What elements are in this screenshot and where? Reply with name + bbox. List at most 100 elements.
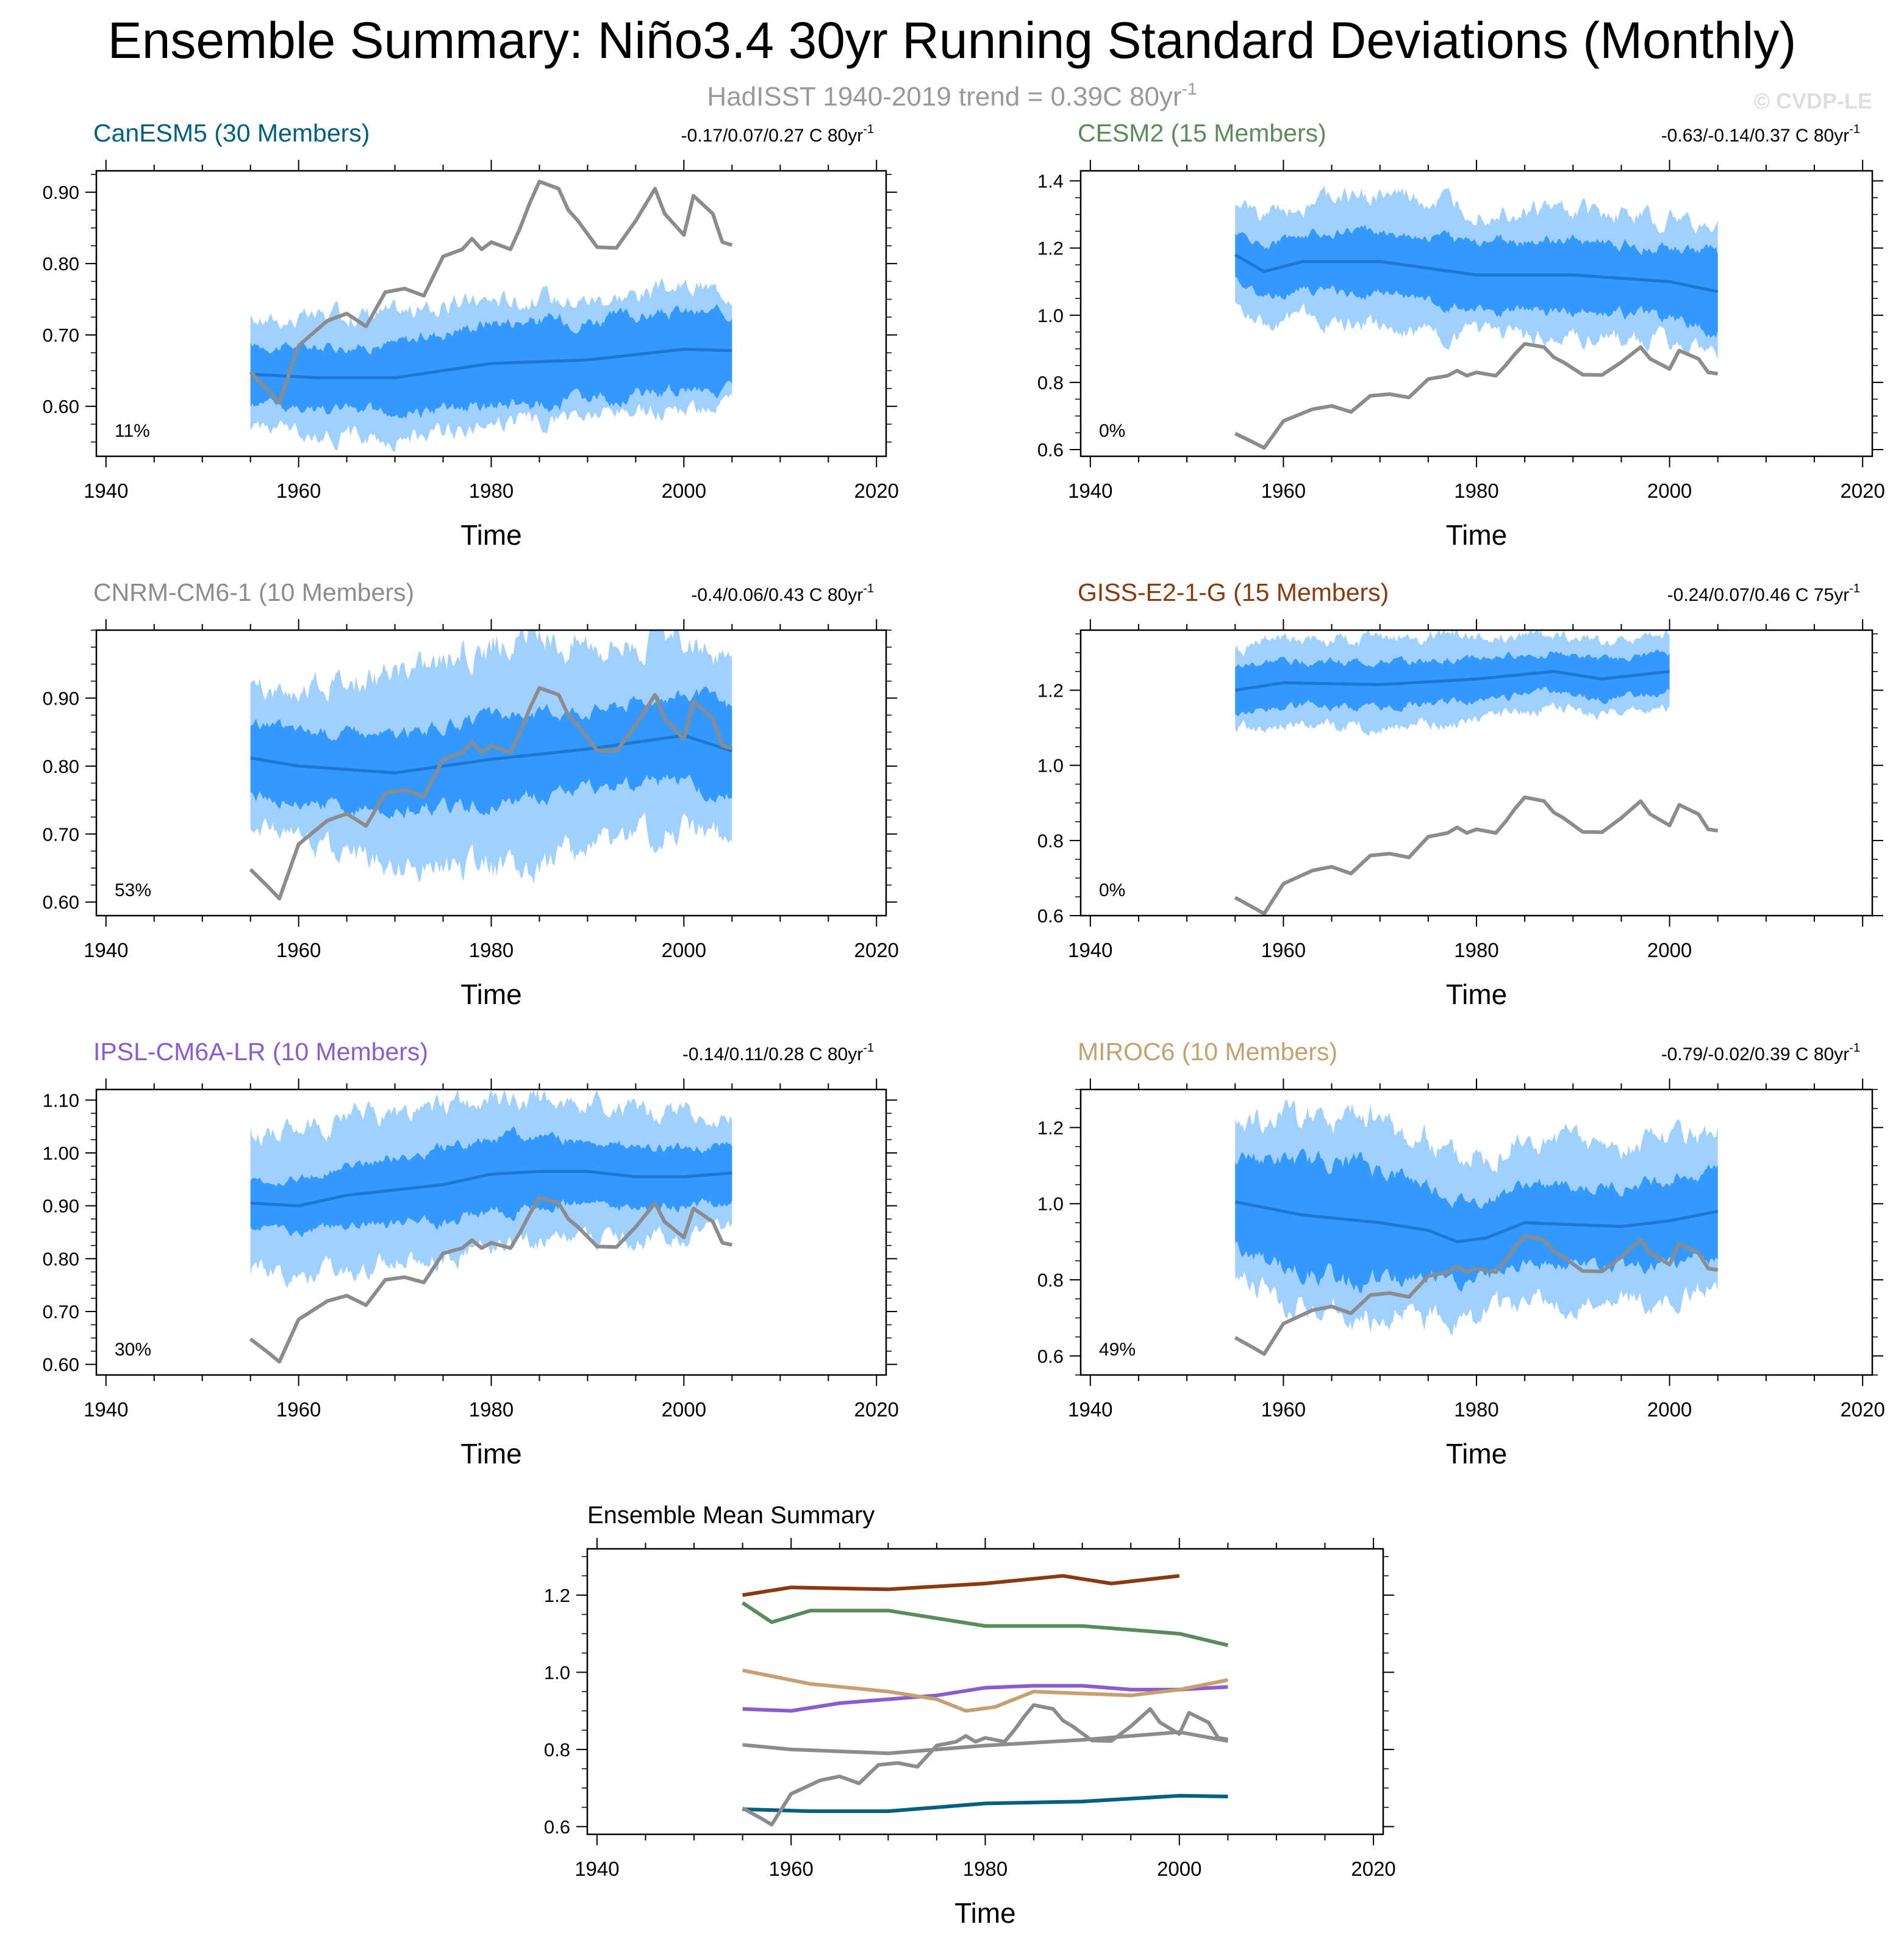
trend-label: -0.17/0.07/0.27 C 80yr-1 bbox=[681, 123, 874, 146]
y-tick-label: 0.60 bbox=[43, 396, 79, 417]
x-tick-label: 2020 bbox=[854, 479, 898, 502]
y-tick-label: 0.70 bbox=[43, 1301, 79, 1323]
x-tick-label: 2020 bbox=[1840, 1398, 1884, 1421]
percent-label: 0% bbox=[1099, 880, 1125, 900]
x-tick-label: 1980 bbox=[1454, 479, 1498, 502]
ensemble-iqr-band bbox=[250, 1126, 732, 1238]
x-tick-label: 2000 bbox=[662, 1398, 706, 1421]
trend-superscript: -1 bbox=[1849, 1041, 1860, 1055]
trend-label: -0.14/0.11/0.28 C 80yr-1 bbox=[682, 1041, 874, 1064]
y-tick-label: 0.8 bbox=[1037, 1269, 1064, 1291]
y-tick-label: 0.90 bbox=[43, 182, 79, 203]
trend-value: -0.4/0.06/0.43 C 80yr bbox=[691, 585, 863, 605]
observed-line bbox=[1234, 795, 1719, 916]
ensemble-mean-line bbox=[1234, 253, 1719, 293]
series-line-cnrm-cm6-1 bbox=[742, 1730, 1228, 1756]
y-tick-label: 0.80 bbox=[43, 253, 79, 275]
x-axis-label: Time bbox=[1446, 519, 1508, 551]
ensemble-mean-line bbox=[250, 1169, 732, 1208]
trend-label: -0.63/-0.14/0.37 C 80yr-1 bbox=[1661, 123, 1860, 146]
chart-panel-2: CESM2 (15 Members) -0.63/-0.14/0.37 C 80y… bbox=[1037, 119, 1885, 551]
observed-line bbox=[249, 1196, 732, 1364]
trend-value: -0.17/0.07/0.27 C 80yr bbox=[681, 126, 864, 146]
y-tick-label: 0.6 bbox=[1037, 439, 1064, 461]
y-tick-label: 0.6 bbox=[1037, 905, 1064, 927]
y-tick-label: 0.60 bbox=[43, 1354, 79, 1376]
ensemble-mean-line bbox=[250, 734, 733, 775]
x-tick-label: 1940 bbox=[1068, 479, 1112, 502]
trend-label: -0.24/0.07/0.46 C 75yr-1 bbox=[1667, 582, 1860, 605]
plot-frame bbox=[586, 1548, 1384, 1836]
chart-panel-1: CanESM5 (30 Members) -0.17/0.07/0.27 C 80… bbox=[43, 119, 899, 551]
percent-label: 49% bbox=[1099, 1340, 1136, 1360]
observed-line bbox=[249, 686, 733, 901]
plot-area bbox=[249, 630, 733, 901]
observed-line bbox=[1234, 1234, 1719, 1356]
y-tick-label: 1.2 bbox=[1037, 238, 1064, 259]
percent-label: 53% bbox=[115, 880, 151, 900]
subtitle-text: HadISST 1940-2019 trend = 0.39C 80yr bbox=[707, 82, 1181, 112]
x-tick-label: 1980 bbox=[1454, 1398, 1498, 1421]
panel-title: IPSL-CM6A-LR (10 Members) bbox=[93, 1038, 428, 1066]
y-tick-label: 1.10 bbox=[43, 1089, 79, 1111]
trend-value: -0.79/-0.02/0.39 C 80yr bbox=[1661, 1044, 1850, 1064]
trend-value: -0.14/0.11/0.28 C 80yr bbox=[682, 1044, 863, 1064]
x-tick-label: 1960 bbox=[1261, 939, 1306, 961]
y-tick-label: 0.70 bbox=[43, 325, 79, 346]
trend-superscript: -1 bbox=[1849, 123, 1860, 136]
x-tick-label: 2020 bbox=[1351, 1857, 1395, 1880]
x-tick-label: 1980 bbox=[469, 479, 514, 502]
percent-label: 0% bbox=[1099, 421, 1125, 441]
ensemble-iqr-band bbox=[1235, 224, 1718, 338]
trend-superscript: -1 bbox=[863, 582, 874, 595]
y-tick-label: 1.0 bbox=[1037, 755, 1064, 777]
observed-line bbox=[249, 179, 733, 405]
series-line-cesm2 bbox=[741, 1601, 1229, 1648]
y-tick-label: 0.8 bbox=[1037, 830, 1064, 852]
x-tick-label: 2000 bbox=[1157, 1857, 1201, 1880]
y-tick-label: 1.2 bbox=[1037, 1117, 1064, 1138]
x-tick-label: 1980 bbox=[469, 1398, 514, 1421]
panel-title: CESM2 (15 Members) bbox=[1078, 119, 1326, 147]
panel-title: GISS-E2-1-G (15 Members) bbox=[1078, 578, 1389, 606]
plot-area bbox=[1234, 1100, 1719, 1356]
x-tick-label: 2000 bbox=[1647, 939, 1692, 961]
plot-area bbox=[741, 1574, 1229, 1827]
y-tick-label: 0.90 bbox=[43, 687, 79, 709]
observed-line bbox=[1234, 342, 1719, 450]
y-tick-label: 0.80 bbox=[43, 1248, 79, 1269]
trend-label: -0.4/0.06/0.43 C 80yr-1 bbox=[691, 582, 874, 605]
y-tick-label: 1.0 bbox=[544, 1662, 570, 1683]
y-tick-label: 0.90 bbox=[43, 1196, 79, 1217]
x-tick-label: 1960 bbox=[1261, 1398, 1306, 1421]
y-tick-label: 0.8 bbox=[544, 1739, 570, 1761]
series-line-hadisst bbox=[742, 1703, 1228, 1827]
trend-value: -0.63/-0.14/0.37 C 80yr bbox=[1661, 126, 1850, 146]
ensemble-mean-line bbox=[1234, 1200, 1719, 1244]
x-tick-label: 1960 bbox=[276, 479, 321, 502]
x-tick-label: 2000 bbox=[1647, 479, 1692, 502]
y-tick-label: 0.80 bbox=[43, 756, 79, 777]
y-tick-label: 1.00 bbox=[43, 1143, 79, 1164]
trend-value: -0.24/0.07/0.46 C 75yr bbox=[1667, 585, 1850, 605]
y-tick-label: 1.2 bbox=[544, 1585, 570, 1606]
y-tick-label: 0.6 bbox=[1037, 1346, 1064, 1367]
x-tick-label: 2000 bbox=[662, 479, 706, 502]
x-tick-label: 1960 bbox=[768, 1857, 813, 1880]
ensemble-iqr-band bbox=[250, 686, 732, 819]
ensemble-mean-line bbox=[1234, 670, 1670, 692]
x-axis-label: Time bbox=[460, 1438, 522, 1470]
trend-superscript: -1 bbox=[863, 1041, 874, 1055]
panel-title: MIROC6 (10 Members) bbox=[1078, 1038, 1337, 1066]
panels: CanESM5 (30 Members) -0.17/0.07/0.27 C 80… bbox=[43, 119, 1885, 1929]
x-tick-label: 2020 bbox=[854, 1398, 898, 1421]
ensemble-iqr-band bbox=[1235, 1149, 1718, 1293]
series-line-canesm5 bbox=[742, 1793, 1228, 1814]
x-tick-label: 1940 bbox=[84, 939, 128, 961]
x-tick-label: 1980 bbox=[469, 939, 514, 961]
ensemble-iqr-band bbox=[250, 304, 732, 419]
chart-panel-5: IPSL-CM6A-LR (10 Members) -0.14/0.11/0.28… bbox=[43, 1038, 899, 1470]
subtitle-superscript: -1 bbox=[1182, 79, 1197, 98]
panel-title: CanESM5 (30 Members) bbox=[93, 119, 370, 147]
